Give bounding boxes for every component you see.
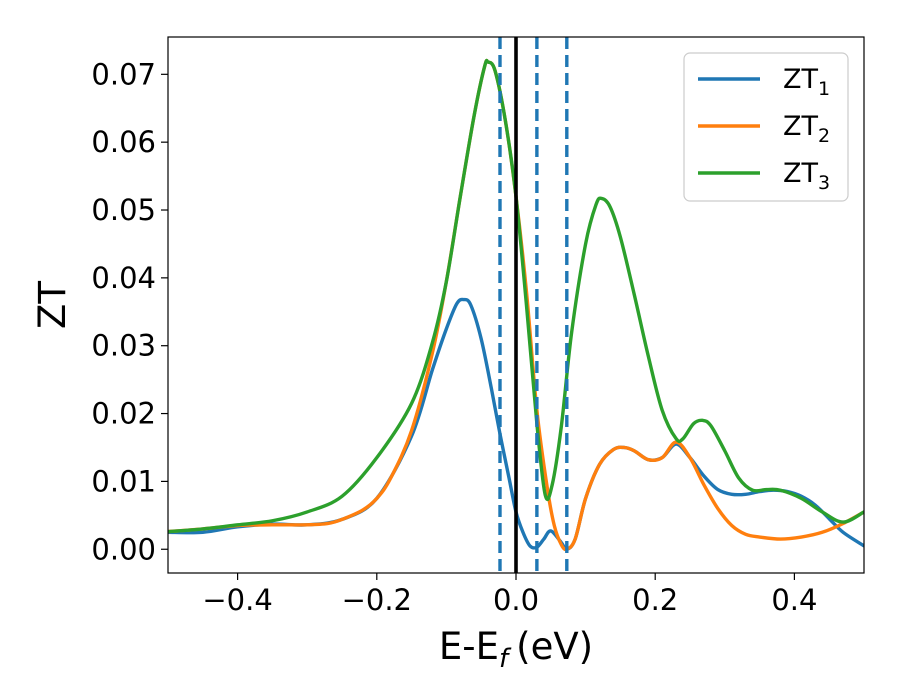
plot-area-content (168, 37, 864, 573)
series-line-zt2 (168, 58, 864, 552)
legend: ZT1 ZT2 ZT3 (683, 52, 849, 202)
x-tick-label: 0.4 (771, 583, 817, 617)
x-tick-label: 0.2 (632, 583, 678, 617)
legend-box (683, 52, 849, 202)
y-tick-label: 0.06 (91, 125, 156, 159)
y-tick-label: 0.01 (91, 464, 156, 498)
y-axis-title: ZT (31, 281, 74, 329)
y-tick-label: 0.00 (91, 532, 156, 566)
y-tick-label: 0.03 (91, 329, 156, 363)
x-tick-label: −0.2 (342, 583, 412, 617)
legend-label-zt3: ZT3 (783, 158, 830, 194)
y-tick-label: 0.04 (91, 261, 156, 295)
x-axis: −0.4 −0.2 0.0 0.2 0.4 (202, 573, 817, 617)
y-axis: 0.00 0.01 0.02 0.03 0.04 0.05 0.06 0.07 (91, 57, 168, 566)
y-tick-label: 0.02 (91, 397, 156, 431)
y-tick-label: 0.05 (91, 193, 156, 227)
x-axis-title: E-Ef (eV) (439, 625, 593, 674)
x-tick-label: 0.0 (493, 583, 539, 617)
series-line-zt3 (168, 58, 864, 534)
legend-label-zt1: ZT1 (783, 64, 830, 100)
legend-label-zt2: ZT2 (783, 111, 830, 147)
x-tick-label: −0.4 (202, 583, 272, 617)
y-tick-label: 0.07 (91, 57, 156, 91)
